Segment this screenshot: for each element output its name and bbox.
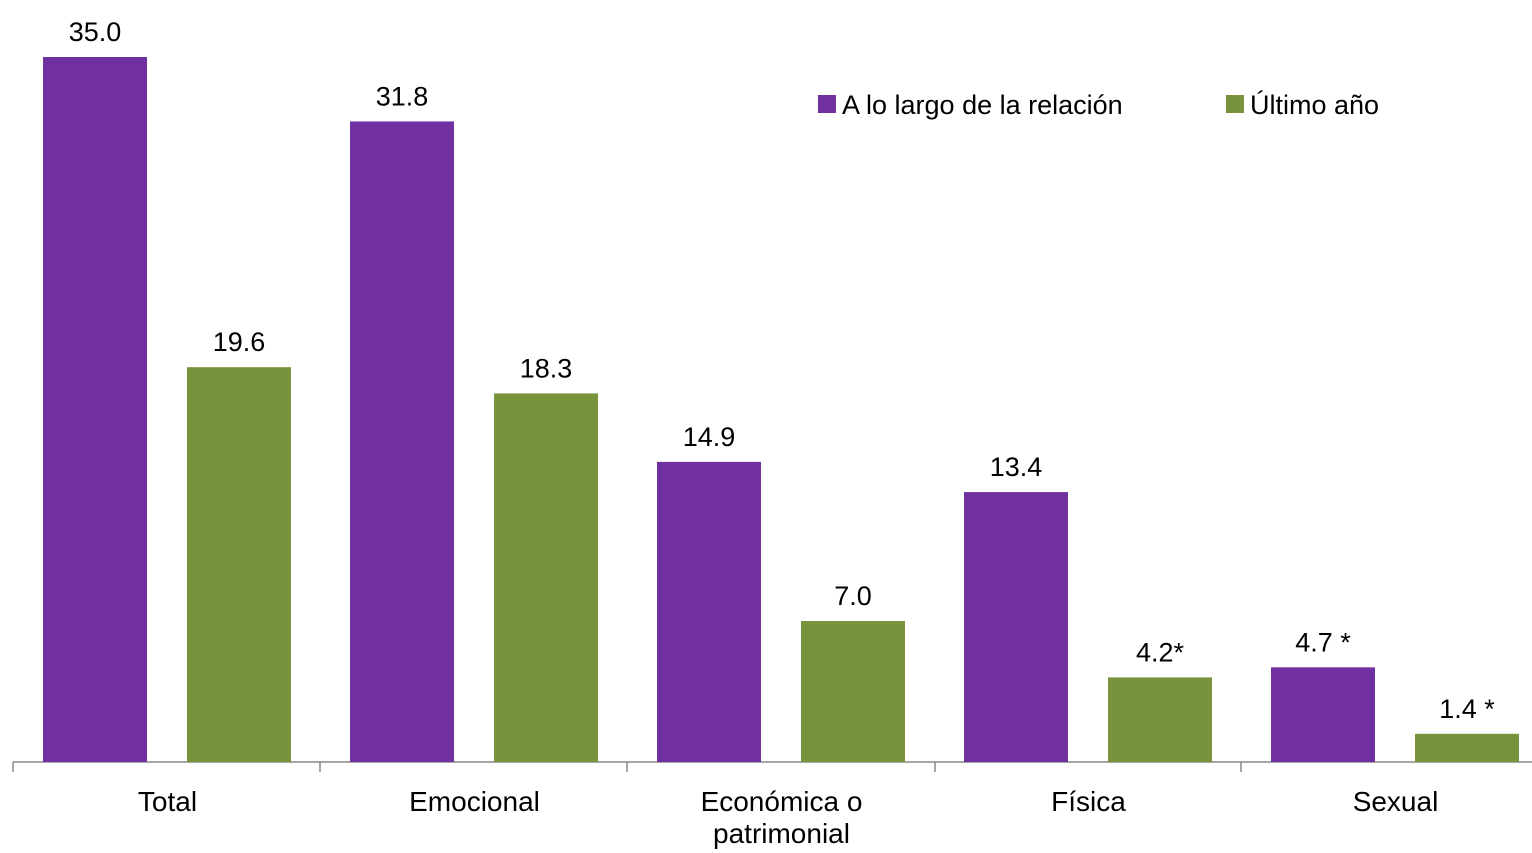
legend-swatch: [818, 95, 836, 113]
bar: [494, 393, 598, 762]
value-label: 14.9: [683, 422, 736, 452]
legend-label: A lo largo de la relación: [842, 90, 1123, 120]
x-tick-label: Económica o patrimonial: [700, 786, 863, 849]
bar: [964, 492, 1068, 762]
bar: [1108, 677, 1212, 762]
x-tick-label: Física: [1051, 786, 1126, 817]
x-tick-label: Total: [137, 786, 198, 817]
bar: [43, 57, 147, 762]
value-label: 7.0: [834, 581, 872, 611]
value-label: 31.8: [376, 81, 429, 111]
x-tick-label: Emocional: [409, 786, 540, 817]
value-label: 1.4 *: [1439, 694, 1495, 724]
bar: [1415, 733, 1519, 762]
value-label: 18.3: [520, 353, 573, 383]
legend-label: Último año: [1250, 89, 1379, 120]
bar: [1271, 667, 1375, 762]
bar: [350, 121, 454, 762]
bar: [657, 461, 761, 762]
axis: [12, 761, 1532, 772]
value-label: 4.2*: [1136, 637, 1185, 667]
bar: [187, 367, 291, 762]
x-tick-label: Sexual: [1352, 786, 1439, 817]
value-label: 4.7 *: [1295, 627, 1351, 657]
value-label: 35.0: [69, 17, 122, 47]
value-label: 13.4: [990, 452, 1043, 482]
value-label: 19.6: [213, 327, 266, 357]
bar: [801, 621, 905, 762]
legend-swatch: [1226, 95, 1244, 113]
